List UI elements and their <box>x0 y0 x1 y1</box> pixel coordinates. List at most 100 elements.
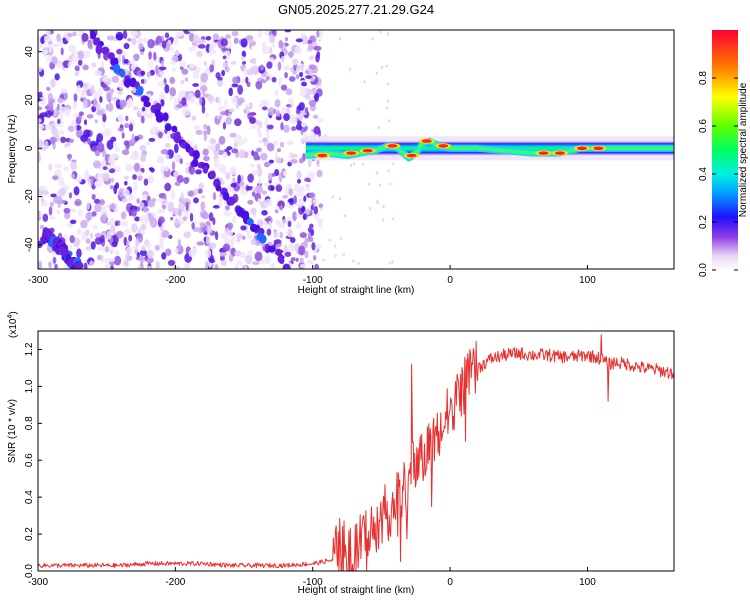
noise-blob <box>160 165 165 176</box>
track-blob <box>119 69 126 78</box>
noise-blob <box>47 93 53 101</box>
noise-blob <box>188 63 196 69</box>
noise-blob <box>49 43 53 54</box>
noise-blob <box>267 172 273 181</box>
snr-point <box>422 456 423 457</box>
noise-blob <box>254 251 263 262</box>
noise-blob <box>307 158 312 168</box>
noise-blob <box>141 106 146 112</box>
noise-blob <box>322 258 325 262</box>
noise-blob <box>73 124 77 133</box>
noise-blob <box>67 61 72 69</box>
snr-point <box>415 463 416 464</box>
noise-blob <box>94 119 98 124</box>
noise-blob <box>232 76 239 84</box>
noise-blob <box>107 165 112 170</box>
noise-blob <box>264 217 271 222</box>
noise-blob <box>86 114 94 119</box>
noise-blob <box>283 244 288 253</box>
noise-blob <box>362 162 365 167</box>
slanted-tracks <box>41 30 291 269</box>
noise-blob <box>146 175 155 184</box>
noise-blob <box>268 47 273 55</box>
noise-blob <box>155 260 160 269</box>
noise-blob <box>289 114 297 124</box>
noise-blob <box>333 244 337 248</box>
noise-blob <box>151 126 159 134</box>
noise-blob <box>231 30 239 37</box>
noise-blob <box>237 174 241 184</box>
noise-blob <box>160 99 165 107</box>
noise-blob <box>76 128 83 139</box>
noise-blob <box>123 236 128 247</box>
noise-blob <box>110 136 117 143</box>
track-blob <box>164 124 172 132</box>
noise-blob <box>147 249 154 259</box>
noise-blob <box>38 106 43 111</box>
noise-blob <box>158 92 166 102</box>
noise-blob <box>251 65 259 75</box>
noise-blob <box>140 70 146 76</box>
noise-blob <box>204 248 212 258</box>
x-tick-label: -100 <box>303 577 323 588</box>
noise-blob <box>382 205 385 209</box>
noise-blob <box>138 201 145 209</box>
colorbar: 0.0 0.2 0.4 0.6 0.8 Normalized spectral ampl… <box>698 30 749 277</box>
noise-blob <box>320 207 323 211</box>
noise-blob <box>260 152 268 161</box>
noise-blob <box>97 142 105 153</box>
noise-blob <box>130 64 136 71</box>
noise-blob <box>177 238 182 249</box>
noise-blob <box>114 250 120 256</box>
noise-blob <box>313 125 321 135</box>
noise-blob <box>55 195 63 204</box>
noise-blob <box>72 101 78 110</box>
noise-blob <box>169 76 176 85</box>
noise-blob <box>249 116 256 124</box>
noise-blob <box>69 235 75 244</box>
noise-blob <box>234 250 242 257</box>
noise-blob <box>231 215 237 224</box>
noise-blob <box>276 148 282 153</box>
noise-blob <box>42 213 49 222</box>
noise-blob <box>225 116 232 125</box>
noise-blob <box>217 96 221 106</box>
noise-blob <box>106 35 115 41</box>
noise-blob <box>192 70 199 80</box>
noise-blob <box>289 197 295 206</box>
noise-blob <box>203 155 210 162</box>
noise-blob <box>82 50 91 59</box>
noise-blob <box>392 162 395 166</box>
noise-blob <box>94 198 101 204</box>
noise-blob <box>139 249 147 257</box>
noise-blob <box>243 265 248 269</box>
noise-blob <box>270 185 275 191</box>
noise-blob <box>295 38 303 43</box>
colorbar-label: Normalized spectral amplitude <box>738 82 749 217</box>
noise-blob <box>38 124 45 130</box>
noise-blob <box>357 261 361 265</box>
noise-blob <box>280 55 285 63</box>
noise-blob <box>170 216 174 221</box>
snr-point <box>628 364 629 365</box>
noise-blob <box>273 239 282 244</box>
noise-blob <box>123 58 129 64</box>
noise-blob <box>215 231 219 241</box>
snr-point <box>395 500 396 501</box>
svg-text:(x104): (x104) <box>7 311 19 338</box>
noise-blob <box>38 66 43 72</box>
noise-blob <box>191 222 195 230</box>
noise-blob <box>111 241 118 248</box>
noise-blob <box>228 87 234 97</box>
noise-blob <box>268 34 276 44</box>
noise-blob <box>140 223 147 231</box>
noise-blob <box>363 80 366 84</box>
noise-blob <box>125 115 129 122</box>
y-tick-label: 0.6 <box>24 453 35 467</box>
noise-blob <box>256 119 260 126</box>
snr-point <box>532 355 533 356</box>
snr-point <box>463 386 464 387</box>
noise-blob <box>295 63 300 74</box>
noise-blob <box>137 265 143 269</box>
